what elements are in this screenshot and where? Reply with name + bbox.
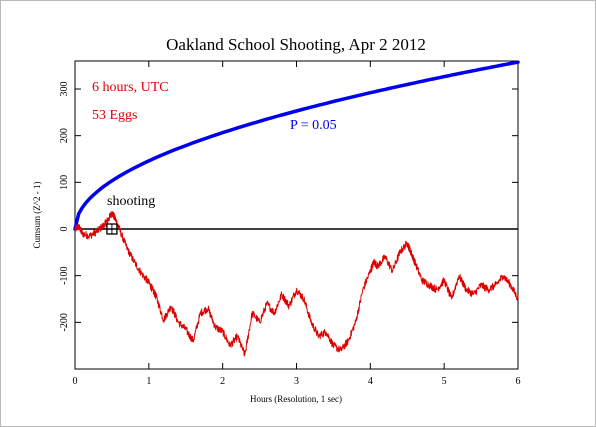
x-tick-label: 1	[146, 376, 151, 387]
duration-label: 6 hours, UTC	[92, 80, 169, 95]
probability-label: P = 0.05	[290, 118, 337, 133]
y-tick-label: -100	[59, 266, 70, 284]
y-tick-label: 100	[59, 175, 70, 190]
event-label: shooting	[107, 194, 155, 209]
series-line-p05-envelope	[73, 60, 520, 231]
x-tick-label: 4	[368, 376, 373, 387]
x-tick-label: 3	[294, 376, 299, 387]
x-tick-label: 2	[220, 376, 225, 387]
x-axis-label: Hours (Resolution, 1 sec)	[250, 394, 342, 404]
y-tick-label: 300	[59, 82, 70, 97]
chart-title: Oakland School Shooting, Apr 2 2012	[166, 35, 426, 54]
plot-area	[74, 60, 519, 370]
y-tick-label: 200	[59, 128, 70, 143]
y-tick-label: 0	[59, 227, 70, 232]
y-tick-label: -200	[59, 313, 70, 331]
eggs-label: 53 Eggs	[92, 108, 138, 123]
x-tick-label: 6	[516, 376, 521, 387]
event-marker	[106, 223, 118, 235]
series-line-cumsum	[74, 211, 519, 357]
y-axis: -200 -100 0 100 200 300	[59, 82, 518, 332]
x-axis: 0 1 2 3 4 5 6	[73, 61, 521, 387]
x-tick-label: 5	[442, 376, 447, 387]
y-axis-label: Cumsum (Z^2 - 1)	[32, 182, 42, 249]
x-tick-label: 0	[73, 376, 78, 387]
